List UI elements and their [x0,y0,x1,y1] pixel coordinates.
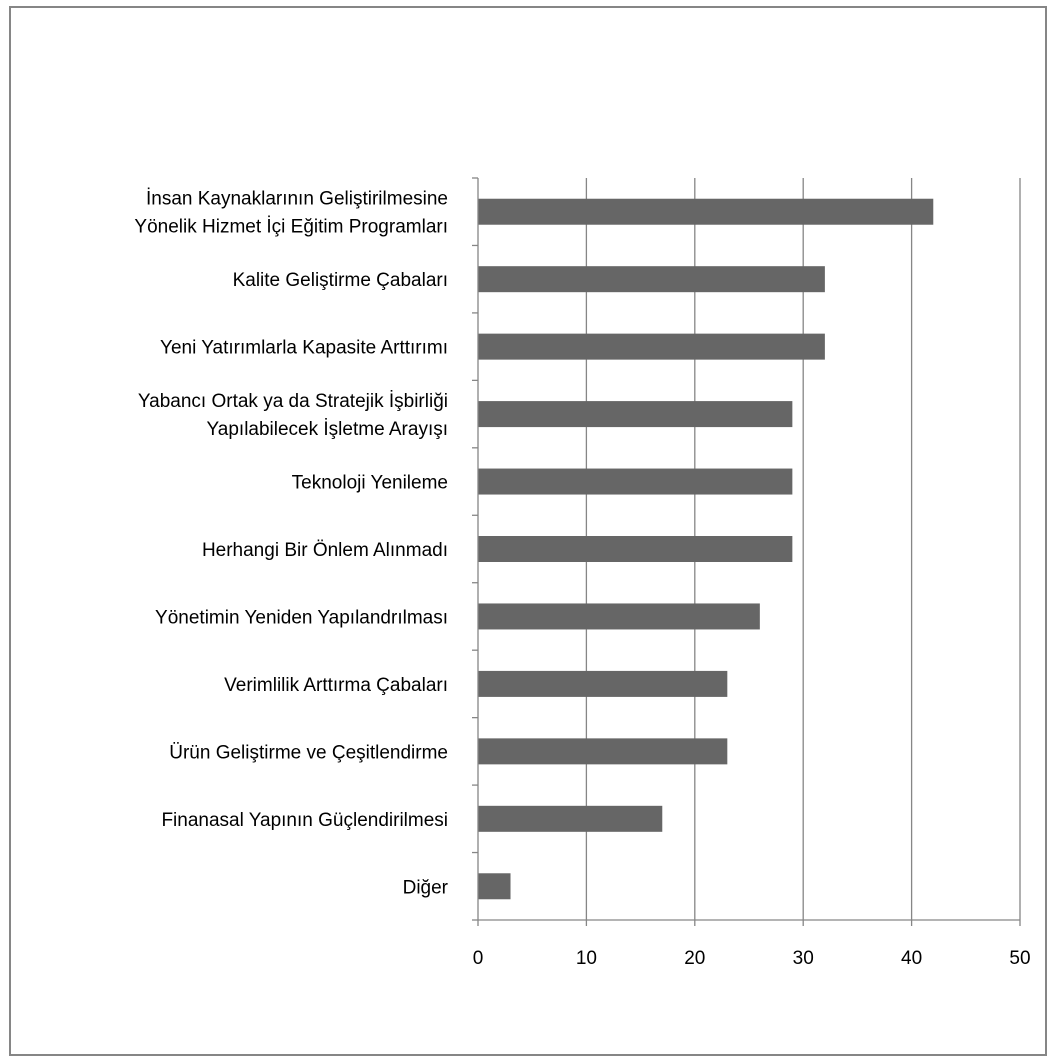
bar-7 [478,670,728,697]
category-label: Yönelik Hizmet İçi Eğitim Programları [134,217,448,238]
bar-10 [478,873,511,900]
x-tick-label: 20 [684,948,705,969]
bar-2 [478,333,825,360]
bar-1 [478,266,825,293]
bar-0 [478,198,934,225]
bar-9 [478,805,663,832]
category-label: Diğer [403,877,449,898]
bar-6 [478,603,760,630]
bar-3 [478,401,793,428]
bar-4 [478,468,793,495]
x-tick-label: 40 [901,948,922,969]
category-label: Yapılabilecek İşletme Arayışı [207,419,448,440]
category-label: Herhangi Bir Önlem Alınmadı [202,540,448,561]
x-tick-labels: 0 10 20 30 40 50 [473,948,1031,969]
category-label: Ürün Geliştirme ve Çeşitlendirme [169,742,448,763]
x-tick-label: 30 [793,948,814,969]
bar-8 [478,738,728,765]
category-label: Yönetimin Yeniden Yapılandrılması [155,607,448,628]
bar-5 [478,536,793,562]
chart-area [9,6,1047,1056]
category-label: Teknoloji Yenileme [292,473,448,494]
category-label: Finanasal Yapının Güçlendirilmesi [161,810,448,831]
category-label: Yeni Yatırımlarla Kapasite Arttırımı [160,338,448,359]
x-tick-label: 10 [576,948,597,969]
category-label: Yabancı Ortak ya da Stratejik İşbirliği [138,391,448,412]
category-label: İnsan Kaynaklarının Geliştirilmesine [146,189,448,210]
category-labels: İnsan Kaynaklarının Geliştirilmesine Yöne… [134,189,448,899]
category-label: Verimlilik Arttırma Çabaları [224,675,448,696]
x-tick-label: 50 [1009,948,1030,969]
axes [472,177,1021,926]
x-tick-label: 0 [473,948,484,969]
category-label: Kalite Geliştirme Çabaları [233,270,448,291]
bars [478,198,934,900]
